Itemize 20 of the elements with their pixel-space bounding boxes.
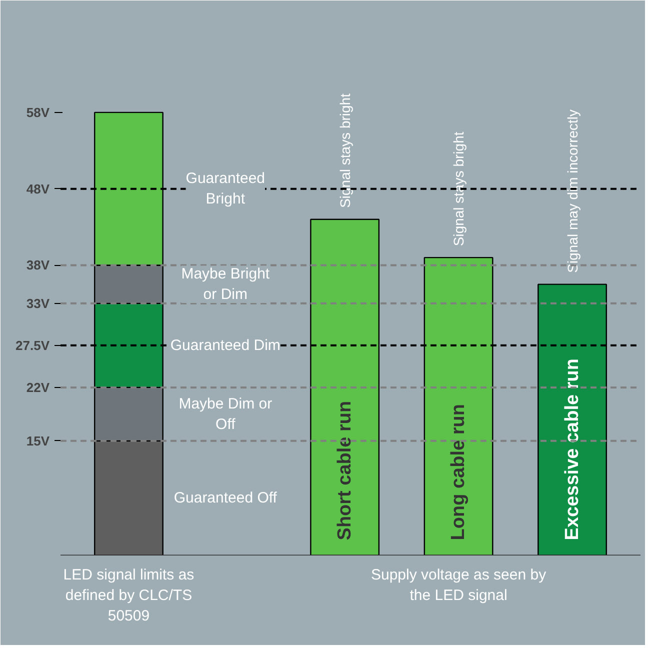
series-label: Maybe Bright or Dim bbox=[181, 266, 270, 304]
annotation: Signal may dim incorrectly bbox=[564, 109, 580, 273]
x-tick-label: Long cable run bbox=[448, 404, 470, 540]
y-tick-label: 33V bbox=[26, 296, 50, 311]
x-tick-label: Short cable run bbox=[334, 400, 356, 540]
series-label: Guaranteed Dim bbox=[170, 336, 280, 354]
x-tick-label: Excessive cable run bbox=[562, 358, 583, 540]
series-label: Maybe Dim or Off bbox=[178, 395, 272, 433]
y-tick-label: 58V bbox=[26, 104, 50, 120]
y-tick-label: 38V bbox=[26, 258, 50, 273]
y-tick-label: 15V bbox=[26, 433, 50, 448]
series-label: Guaranteed Bright bbox=[186, 170, 266, 208]
y-tick-label: 48V bbox=[26, 181, 50, 196]
text: Supply voltage as seen by the LED signal bbox=[370, 566, 547, 604]
annotation: Signal stays bright bbox=[450, 132, 467, 246]
text: LED signal limits as defined by CLC/TS 50509 bbox=[63, 566, 194, 624]
series-label: Guaranteed Off bbox=[174, 490, 278, 507]
annotation: Signal stays bright bbox=[336, 93, 353, 208]
y-tick-label: 22V bbox=[26, 380, 50, 395]
y-tick-label: 27.5V bbox=[16, 338, 50, 353]
